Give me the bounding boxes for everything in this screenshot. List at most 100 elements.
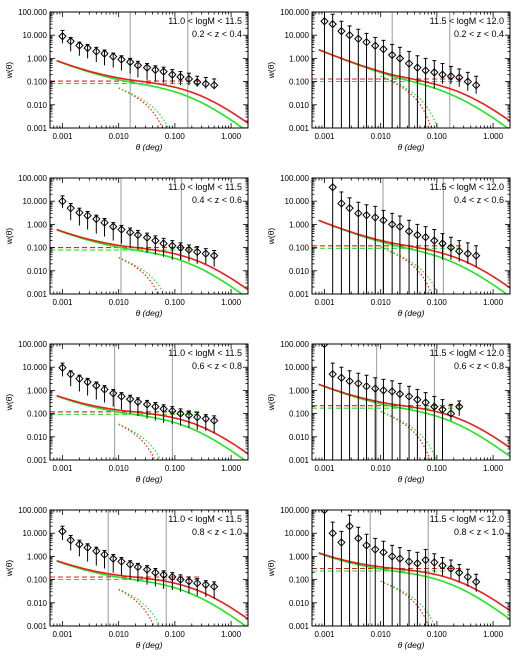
x-tick-label: 0.001 bbox=[52, 132, 73, 141]
y-axis-label: w(θ) bbox=[4, 394, 14, 412]
y-tick-label: 1.000 bbox=[27, 386, 48, 395]
data-point bbox=[100, 218, 109, 227]
data-point bbox=[151, 402, 160, 411]
y-axis-label: w(θ) bbox=[4, 228, 14, 246]
mass-bin-label: 11.0 < logM < 11.5 bbox=[168, 514, 242, 524]
data-point bbox=[168, 70, 177, 79]
y-tick-label: 0.100 bbox=[289, 78, 310, 87]
one-halo-red-dotted bbox=[380, 580, 430, 626]
data-point bbox=[201, 580, 211, 589]
data-point bbox=[201, 249, 211, 258]
one-halo-green-dotted bbox=[118, 588, 161, 626]
y-tick-label: 0.001 bbox=[27, 124, 48, 133]
data-point bbox=[193, 77, 202, 87]
axes-frame bbox=[311, 509, 511, 627]
data-point bbox=[354, 209, 363, 218]
y-tick-label: 0.100 bbox=[27, 78, 48, 87]
x-tick-label: 0.010 bbox=[371, 630, 392, 639]
data-point bbox=[168, 406, 177, 416]
data-point bbox=[362, 541, 371, 550]
data-point bbox=[201, 414, 211, 423]
data-point bbox=[117, 557, 126, 566]
x-axis-label: θ (deg) bbox=[398, 640, 425, 650]
model-curve-red bbox=[318, 219, 510, 289]
model-curve-red bbox=[318, 383, 510, 449]
data-point bbox=[404, 227, 414, 236]
x-tick-label: 0.100 bbox=[427, 630, 448, 639]
redshift-bin-label: 0.8 < z < 1.0 bbox=[454, 527, 504, 537]
data-point bbox=[430, 236, 439, 245]
data-point bbox=[193, 578, 202, 588]
data-point bbox=[209, 251, 219, 260]
data-point bbox=[404, 59, 414, 68]
data-point bbox=[362, 382, 371, 391]
y-tick-label: 0.001 bbox=[289, 456, 310, 465]
data-point bbox=[201, 79, 211, 89]
model-curve-green bbox=[318, 552, 510, 620]
redshift-bin-label: 0.6 < z < 0.8 bbox=[192, 361, 242, 371]
y-tick-label: 0.010 bbox=[289, 267, 310, 276]
data-point bbox=[446, 564, 456, 573]
x-tick-label: 1.000 bbox=[483, 630, 504, 639]
data-point bbox=[176, 243, 185, 252]
y-tick-label: 10.000 bbox=[23, 363, 48, 372]
data-point bbox=[446, 72, 456, 81]
x-tick-label: 0.010 bbox=[371, 132, 392, 141]
data-point bbox=[362, 210, 371, 220]
data-point bbox=[455, 568, 464, 577]
data-point bbox=[193, 412, 202, 422]
data-point bbox=[413, 63, 422, 72]
x-tick-label: 0.001 bbox=[314, 132, 335, 141]
data-point bbox=[184, 74, 194, 84]
data-point bbox=[92, 214, 101, 224]
x-tick-label: 0.001 bbox=[314, 630, 335, 639]
data-point bbox=[133, 61, 143, 70]
data-point bbox=[421, 398, 430, 407]
data-point bbox=[159, 239, 168, 248]
x-axis-label: θ (deg) bbox=[136, 308, 163, 318]
plot-area bbox=[50, 510, 248, 626]
data-point bbox=[395, 389, 405, 399]
data-point bbox=[117, 55, 126, 64]
data-point bbox=[83, 211, 92, 220]
data-point bbox=[58, 363, 67, 372]
one-halo-red-dotted bbox=[118, 87, 163, 128]
data-point bbox=[142, 233, 152, 242]
x-tick-label: 0.100 bbox=[165, 464, 186, 473]
data-point bbox=[125, 228, 135, 237]
one-halo-green-dotted bbox=[380, 580, 436, 626]
y-axis-label: w(θ) bbox=[266, 560, 276, 578]
y-tick-label: 1.000 bbox=[289, 386, 310, 395]
mass-bin-label: 11.5 < logM < 12.0 bbox=[430, 182, 504, 192]
data-point bbox=[133, 397, 143, 407]
data-point bbox=[328, 369, 337, 379]
data-point bbox=[463, 249, 473, 258]
x-tick-label: 1.000 bbox=[221, 132, 242, 141]
y-tick-label: 0.001 bbox=[27, 622, 48, 631]
y-tick-label: 0.001 bbox=[27, 290, 48, 299]
x-tick-label: 0.100 bbox=[165, 298, 186, 307]
x-axis-label: θ (deg) bbox=[398, 474, 425, 484]
mass-bin-label: 11.5 < logM < 12.0 bbox=[430, 514, 504, 524]
data-point bbox=[75, 374, 84, 383]
model-curve-red bbox=[56, 394, 248, 455]
data-point bbox=[66, 535, 75, 545]
data-point bbox=[109, 554, 118, 563]
y-axis-label: w(θ) bbox=[4, 62, 14, 80]
data-point bbox=[133, 230, 143, 240]
data-point bbox=[117, 392, 126, 401]
plot-area bbox=[312, 344, 510, 460]
mass-bin-label: 11.0 < logM < 11.5 bbox=[168, 348, 242, 358]
data-point bbox=[430, 558, 439, 567]
data-point bbox=[430, 68, 439, 77]
data-point bbox=[58, 196, 67, 206]
panel-1: 0.001 0.010 0.100 1.000 0.001 0.010 0.100 1.000… bbox=[4, 8, 249, 152]
data-point bbox=[83, 43, 92, 53]
plot-area bbox=[50, 178, 248, 294]
data-point bbox=[176, 72, 185, 82]
data-point bbox=[151, 568, 160, 577]
x-tick-label: 0.001 bbox=[52, 630, 73, 639]
data-point bbox=[176, 409, 185, 418]
y-tick-label: 0.100 bbox=[289, 244, 310, 253]
